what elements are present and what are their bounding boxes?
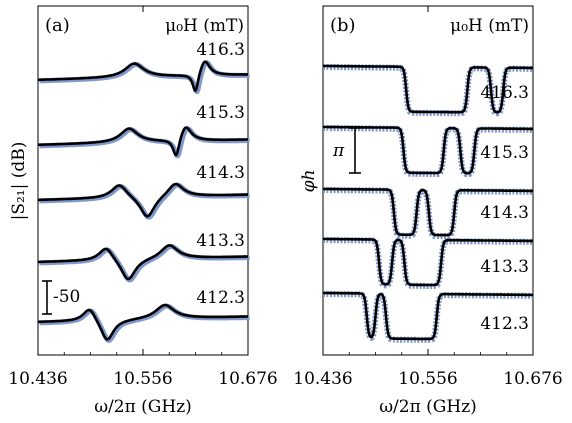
panel-b-x-ticks: 10.436 10.556 10.676: [293, 6, 563, 389]
field-label-b-412.3: 412.3: [480, 314, 529, 334]
series-a-413.3-data: [38, 243, 251, 283]
panel-a-scale-bar-label: -50: [53, 287, 80, 307]
field-label-a-413.3: 413.3: [196, 231, 245, 251]
series-b-412.3-fit: [322, 291, 534, 341]
panel-a-field-labels: 416.3 415.3 414.3 413.3 412.3: [196, 40, 245, 308]
series-b-416.3-fit: [322, 64, 534, 114]
field-label-a-416.3: 416.3: [196, 40, 245, 60]
series-a-414.3: [37, 182, 251, 220]
panel-b-field-labels: 416.3 415.3 414.3 413.3 412.3: [480, 83, 529, 334]
panel-b-scale-bar: π: [332, 127, 361, 174]
series-a-415.3-fit: [37, 126, 249, 157]
panel-a-header: μ₀H (mT): [165, 16, 244, 36]
series-a-415.3-data: [38, 126, 251, 159]
field-label-a-415.3: 415.3: [196, 103, 245, 123]
field-label-b-416.3: 416.3: [480, 83, 529, 103]
panel-b-x-tick-label: 10.556: [398, 369, 457, 389]
field-label-a-412.3: 412.3: [196, 288, 245, 308]
panel-b-y-axis-title: φh: [299, 170, 319, 193]
field-label-b-414.3: 414.3: [480, 203, 529, 223]
panel-b-header: μ₀H (mT): [450, 16, 529, 36]
series-b-414.3: [322, 187, 534, 240]
panel-a-scale-bar: -50: [42, 280, 80, 315]
panel-b-x-tick-label: 10.676: [503, 369, 562, 389]
panel-b: (b) μ₀H (mT) 416.3 415.3 414.3 413.3 412.3 π…: [293, 5, 563, 417]
series-a-415.3: [37, 126, 251, 159]
series-a-412.3-data: [38, 303, 251, 343]
panel-b-frame: [322, 5, 534, 356]
panel-b-x-tick-label: 10.436: [293, 369, 352, 389]
panel-b-scale-bar-label: π: [332, 141, 345, 161]
series-a-414.3-fit: [37, 182, 249, 218]
series-a-416.3-fit: [37, 60, 249, 92]
panel-a: (a) μ₀H (mT) 416.3 415.3 414.3 413.3 412.3 -…: [8, 5, 278, 417]
panel-b-label: (b): [330, 15, 356, 36]
panel-a-label: (a): [45, 15, 70, 36]
panel-a-y-axis-title: |S₂₁| (dB): [9, 142, 29, 221]
panel-a-curves: [37, 60, 251, 343]
series-b-412.3: [322, 291, 534, 343]
panel-a-x-ticks: 10.436 10.556 10.676: [8, 6, 278, 389]
series-a-413.3: [37, 243, 251, 283]
panel-a-x-tick-label: 10.436: [8, 369, 67, 389]
series-a-413.3-fit: [37, 244, 249, 281]
series-a-412.3-fit: [37, 303, 249, 341]
series-b-414.3-fit: [322, 187, 534, 237]
series-b-413.3: [322, 237, 534, 289]
series-b-416.3: [322, 64, 534, 117]
panel-b-x-axis-title: ω/2π (GHz): [379, 397, 477, 417]
panel-a-x-tick-label: 10.556: [113, 369, 172, 389]
field-label-a-414.3: 414.3: [196, 163, 245, 183]
panel-a-x-tick-label: 10.676: [218, 369, 277, 389]
series-a-416.3-data: [38, 60, 251, 95]
panel-a-x-axis-title: ω/2π (GHz): [94, 397, 192, 417]
series-a-416.3: [37, 60, 251, 95]
field-label-b-415.3: 415.3: [480, 143, 529, 163]
series-a-412.3: [37, 303, 251, 343]
field-label-b-413.3: 413.3: [480, 257, 529, 277]
series-b-413.3-fit: [322, 237, 534, 287]
